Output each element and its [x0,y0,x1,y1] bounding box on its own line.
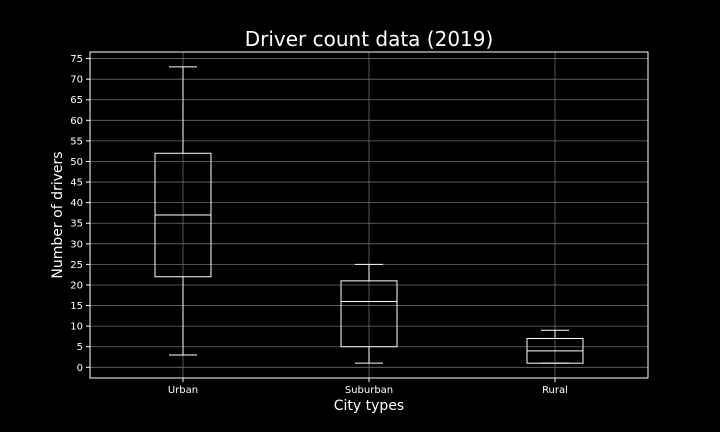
plot-frame [89,51,649,379]
y-tick-label: 70 [70,75,83,86]
y-axis-label: Number of drivers [50,151,66,278]
y-tick-label: 15 [70,301,83,312]
y-tick-label: 60 [70,116,83,127]
box-urban [154,66,212,356]
x-axis-label: City types [334,398,404,414]
x-tick-label: Suburban [345,385,393,396]
y-tick-label: 30 [70,239,83,250]
y-tick-label: 45 [70,178,83,189]
x-tick-label: Rural [542,385,568,396]
box-suburban [340,263,398,364]
y-tick-label: 0 [77,363,83,374]
box-series [154,66,584,364]
y-tick-label: 75 [70,54,83,65]
y-tick-label: 50 [70,157,83,168]
box-iqr [340,280,398,348]
y-tick-label: 25 [70,260,83,271]
x-axis-ticks: Urban Suburban Rural [168,378,568,396]
y-tick-label: 35 [70,219,83,230]
y-tick-label: 65 [70,95,83,106]
y-tick-label: 10 [70,322,83,333]
y-tick-label: 5 [77,342,83,353]
x-tick-label: Urban [168,385,198,396]
chart-title: Driver count data (2019) [245,27,494,51]
y-tick-label: 55 [70,136,83,147]
y-tick-label: 20 [70,280,83,291]
y-tick-label: 40 [70,198,83,209]
y-axis-ticks: 0 5 10 15 20 25 30 35 40 45 50 55 60 65 70 75 [70,54,90,374]
box-rural [526,329,584,364]
